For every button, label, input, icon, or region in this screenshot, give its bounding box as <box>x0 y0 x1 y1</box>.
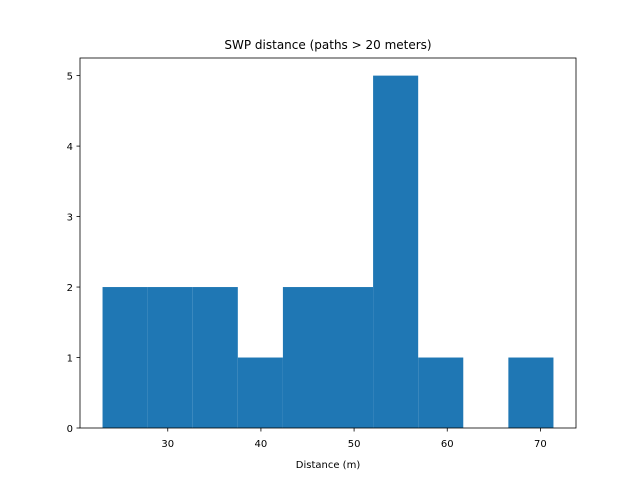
y-axis-ticks: 0 1 2 3 4 5 <box>67 72 80 435</box>
y-tick-label: 0 <box>67 424 73 435</box>
histogram-bar <box>147 287 193 428</box>
y-tick-label: 4 <box>67 142 73 153</box>
histogram-bar <box>508 357 554 428</box>
y-tick-label: 2 <box>67 283 73 294</box>
y-tick-label: 1 <box>67 354 73 365</box>
histogram-bar <box>418 357 464 428</box>
histogram-bar <box>328 287 374 428</box>
x-axis-label: Distance (m) <box>296 460 361 471</box>
histogram-bar <box>192 287 238 428</box>
y-tick-label: 5 <box>67 72 73 83</box>
x-tick-label: 60 <box>441 439 454 450</box>
y-tick-label: 3 <box>67 213 73 224</box>
histogram-bar <box>373 75 419 428</box>
histogram-bar <box>282 287 328 428</box>
plot-frame <box>79 57 577 429</box>
x-tick-label: 40 <box>255 439 268 450</box>
x-tick-label: 30 <box>161 439 174 450</box>
x-tick-label: 70 <box>534 439 547 450</box>
x-axis-ticks: 30 40 50 60 70 <box>161 428 547 450</box>
bars-group <box>102 75 554 428</box>
histogram-bar <box>102 287 148 428</box>
x-tick-label: 50 <box>348 439 361 450</box>
chart-title: SWP distance (paths > 20 meters) <box>224 38 431 52</box>
histogram-bar <box>237 357 283 428</box>
